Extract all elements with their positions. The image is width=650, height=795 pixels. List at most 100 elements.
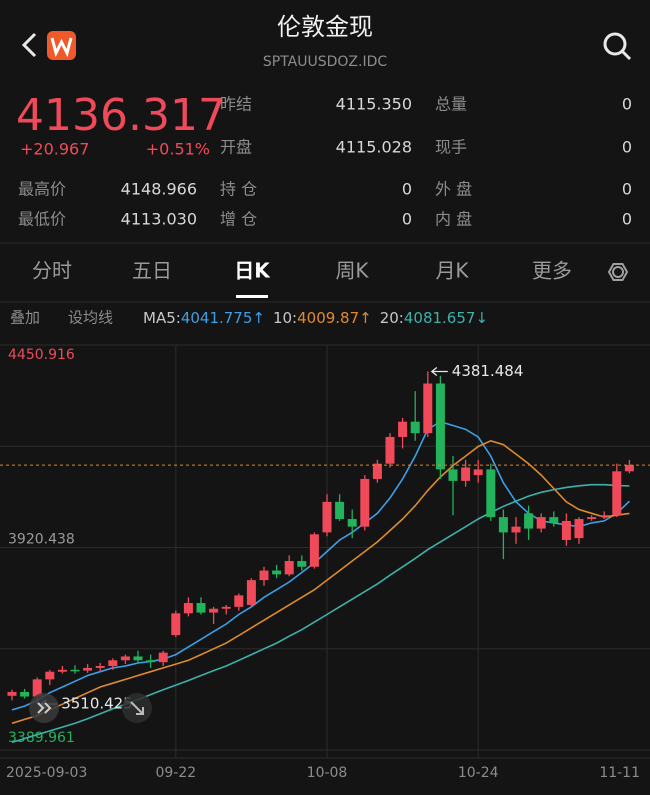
legend-value: 4009.87 (297, 309, 359, 327)
stat-value: 0 (622, 95, 632, 114)
candle-body (32, 679, 42, 697)
candle-body (209, 608, 219, 613)
tab[interactable]: 分时 (32, 259, 72, 283)
x-tick-label: 10-08 (307, 765, 348, 781)
legend-trend: ↓ (475, 309, 488, 327)
toolbar-button[interactable]: 设均线 (68, 309, 113, 327)
stat-value: 4115.028 (336, 138, 412, 157)
candle-body (587, 517, 597, 520)
stat-label: 现手 (435, 138, 467, 157)
logo-glyph (50, 37, 73, 58)
x-tick-label: 2025-09-03 (6, 765, 87, 781)
candle-body (158, 652, 168, 663)
candle-body (473, 469, 483, 476)
change-pct: +0.51% (146, 140, 210, 159)
price: 4136.317 (16, 90, 226, 141)
change: +20.967 (20, 140, 89, 159)
toolbar-button[interactable]: 叠加 (10, 309, 40, 327)
candle-body (524, 513, 534, 529)
ma-line (11, 420, 630, 711)
candle-body (322, 501, 332, 533)
stat-label: 总量 (435, 95, 467, 114)
tab[interactable]: 五日 (132, 259, 172, 283)
legend-value: 4041.775 (181, 309, 253, 327)
candle-body (95, 666, 105, 668)
stat-value: 4113.030 (121, 210, 197, 229)
stat-value: 4115.350 (336, 95, 412, 114)
candle-body (624, 465, 634, 472)
title: 伦敦金现 (277, 13, 373, 41)
candle-body (45, 671, 55, 680)
search-handle (620, 49, 632, 61)
legend-name: 10: (273, 309, 297, 327)
tab[interactable]: 月K (435, 259, 469, 283)
candle-body (561, 520, 571, 541)
candle-body (335, 501, 345, 520)
candle-body (146, 660, 156, 663)
stat-value: 0 (622, 210, 632, 229)
expand-icon (37, 702, 52, 714)
candle-body (284, 561, 294, 575)
candle-body (612, 471, 622, 516)
x-tick-label: 11-11 (599, 765, 640, 781)
tab[interactable]: 周K (335, 259, 369, 283)
legend-name: 20: (380, 309, 404, 327)
candle-body (385, 436, 395, 464)
subtitle: SPTAUUSDOZ.IDC (263, 54, 388, 70)
tab-underline (236, 295, 268, 298)
annotation-label: 3510.425 (61, 695, 133, 713)
stat-value: 4148.966 (121, 180, 197, 199)
stat-label: 最高价 (18, 180, 66, 199)
stat-label: 持 仓 (220, 180, 257, 199)
annotation-label: 4381.484 (452, 362, 524, 380)
candle-body (448, 469, 458, 481)
ma-legend: MA5:4041.775↑ 10:4009.87↑ 20:4081.657↓ (143, 309, 488, 327)
candle-body (120, 656, 130, 661)
stat-label: 昨结 (220, 95, 252, 114)
candle-body (511, 526, 521, 533)
stat-label: 开盘 (220, 138, 252, 157)
search-button[interactable] (603, 32, 627, 56)
candle-body (398, 421, 408, 437)
candle-body (461, 467, 471, 481)
ma-line (11, 439, 630, 725)
candle-body (133, 656, 143, 661)
candle-body (259, 570, 269, 581)
candle-body (70, 669, 80, 672)
fullscreen-icon (130, 701, 144, 715)
annotation-arrow (430, 366, 448, 377)
candle-body (108, 660, 118, 667)
stat-label: 最低价 (18, 210, 66, 229)
legend-trend: ↑ (359, 309, 372, 327)
candle-body (234, 595, 244, 607)
candle-body (272, 570, 282, 575)
candle-body (309, 534, 319, 567)
tab[interactable]: 更多 (532, 259, 572, 283)
tab[interactable]: 日K (234, 259, 271, 283)
settings-icon (607, 263, 629, 281)
candle-body (196, 603, 206, 613)
candle-body (57, 669, 67, 672)
y-tick-label: 4450.916 (8, 347, 75, 363)
legend-trend: ↑ (252, 309, 265, 327)
stat-value: 0 (402, 180, 412, 199)
candle-body (372, 463, 382, 479)
x-tick-label: 09-22 (155, 765, 196, 781)
back-button[interactable] (21, 32, 37, 58)
candle-body (297, 561, 307, 567)
app-logo (47, 31, 76, 60)
stat-label: 外 盘 (435, 180, 472, 199)
legend-name: MA5: (143, 309, 181, 327)
settings-button[interactable] (612, 266, 624, 278)
candle-body (7, 691, 17, 696)
candle-body (20, 691, 30, 697)
candle-body (486, 469, 496, 518)
stat-value: 0 (622, 180, 632, 199)
candle-body (171, 613, 181, 636)
y-tick-label: 3389.961 (8, 730, 75, 746)
y-tick-label: 3920.438 (8, 532, 75, 548)
candle-body (536, 517, 546, 529)
candle-body (599, 515, 609, 517)
candle-body (423, 383, 433, 434)
